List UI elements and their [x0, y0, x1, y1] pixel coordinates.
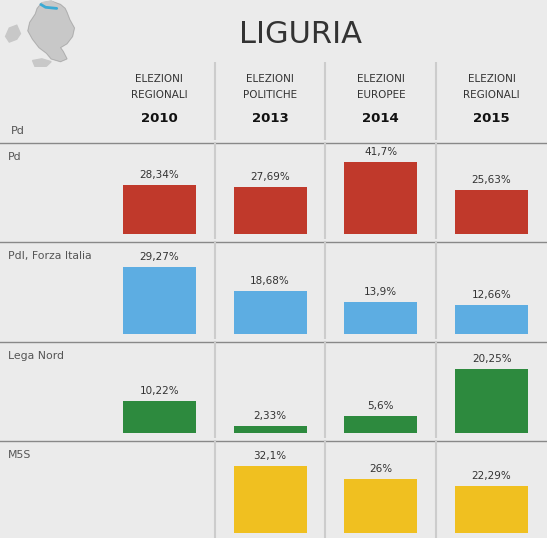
Text: 25,63%: 25,63% — [472, 175, 511, 185]
Bar — [344, 416, 417, 434]
Text: EUROPEE: EUROPEE — [357, 90, 405, 101]
Text: LIGURIA: LIGURIA — [240, 19, 362, 48]
Text: ELEZIONI: ELEZIONI — [135, 74, 183, 84]
Text: M5S: M5S — [8, 450, 32, 461]
Text: ELEZIONI: ELEZIONI — [246, 74, 294, 84]
Text: Pd: Pd — [8, 152, 22, 162]
Bar — [455, 305, 528, 334]
Polygon shape — [5, 25, 20, 42]
Text: POLITICHE: POLITICHE — [243, 90, 297, 101]
Text: 5,6%: 5,6% — [368, 401, 394, 410]
Polygon shape — [33, 59, 51, 67]
Text: REGIONALI: REGIONALI — [131, 90, 188, 101]
Text: ELEZIONI: ELEZIONI — [357, 74, 405, 84]
Bar — [455, 486, 528, 533]
Text: 27,69%: 27,69% — [250, 172, 290, 181]
Text: Pd: Pd — [11, 126, 25, 136]
Text: 32,1%: 32,1% — [253, 451, 287, 461]
Text: ELEZIONI: ELEZIONI — [468, 74, 516, 84]
Bar — [344, 478, 417, 533]
Text: 2015: 2015 — [473, 111, 510, 124]
Text: 28,34%: 28,34% — [139, 171, 179, 180]
Bar — [455, 369, 528, 434]
Text: 2,33%: 2,33% — [253, 411, 287, 421]
Bar — [234, 426, 307, 434]
Text: 13,9%: 13,9% — [364, 287, 398, 298]
Text: 2013: 2013 — [252, 111, 288, 124]
Polygon shape — [28, 1, 74, 62]
Text: 12,66%: 12,66% — [472, 290, 511, 300]
Bar — [344, 302, 417, 334]
Bar — [234, 466, 307, 533]
Bar — [455, 190, 528, 235]
Text: PdI, Forza Italia: PdI, Forza Italia — [8, 251, 92, 261]
Text: 18,68%: 18,68% — [250, 277, 290, 287]
Text: 10,22%: 10,22% — [139, 386, 179, 396]
Text: Lega Nord: Lega Nord — [8, 351, 64, 361]
Bar — [123, 267, 196, 334]
Text: 2014: 2014 — [363, 111, 399, 124]
Text: 29,27%: 29,27% — [139, 252, 179, 263]
Bar — [344, 162, 417, 235]
Bar — [234, 187, 307, 235]
Text: 41,7%: 41,7% — [364, 147, 398, 157]
Bar — [123, 401, 196, 434]
Bar — [123, 186, 196, 235]
Text: 22,29%: 22,29% — [472, 471, 511, 482]
Text: REGIONALI: REGIONALI — [463, 90, 520, 101]
Polygon shape — [40, 1, 57, 9]
Text: 2010: 2010 — [141, 111, 178, 124]
Bar — [234, 292, 307, 334]
Text: 26%: 26% — [369, 464, 392, 473]
Text: 20,25%: 20,25% — [472, 354, 511, 364]
